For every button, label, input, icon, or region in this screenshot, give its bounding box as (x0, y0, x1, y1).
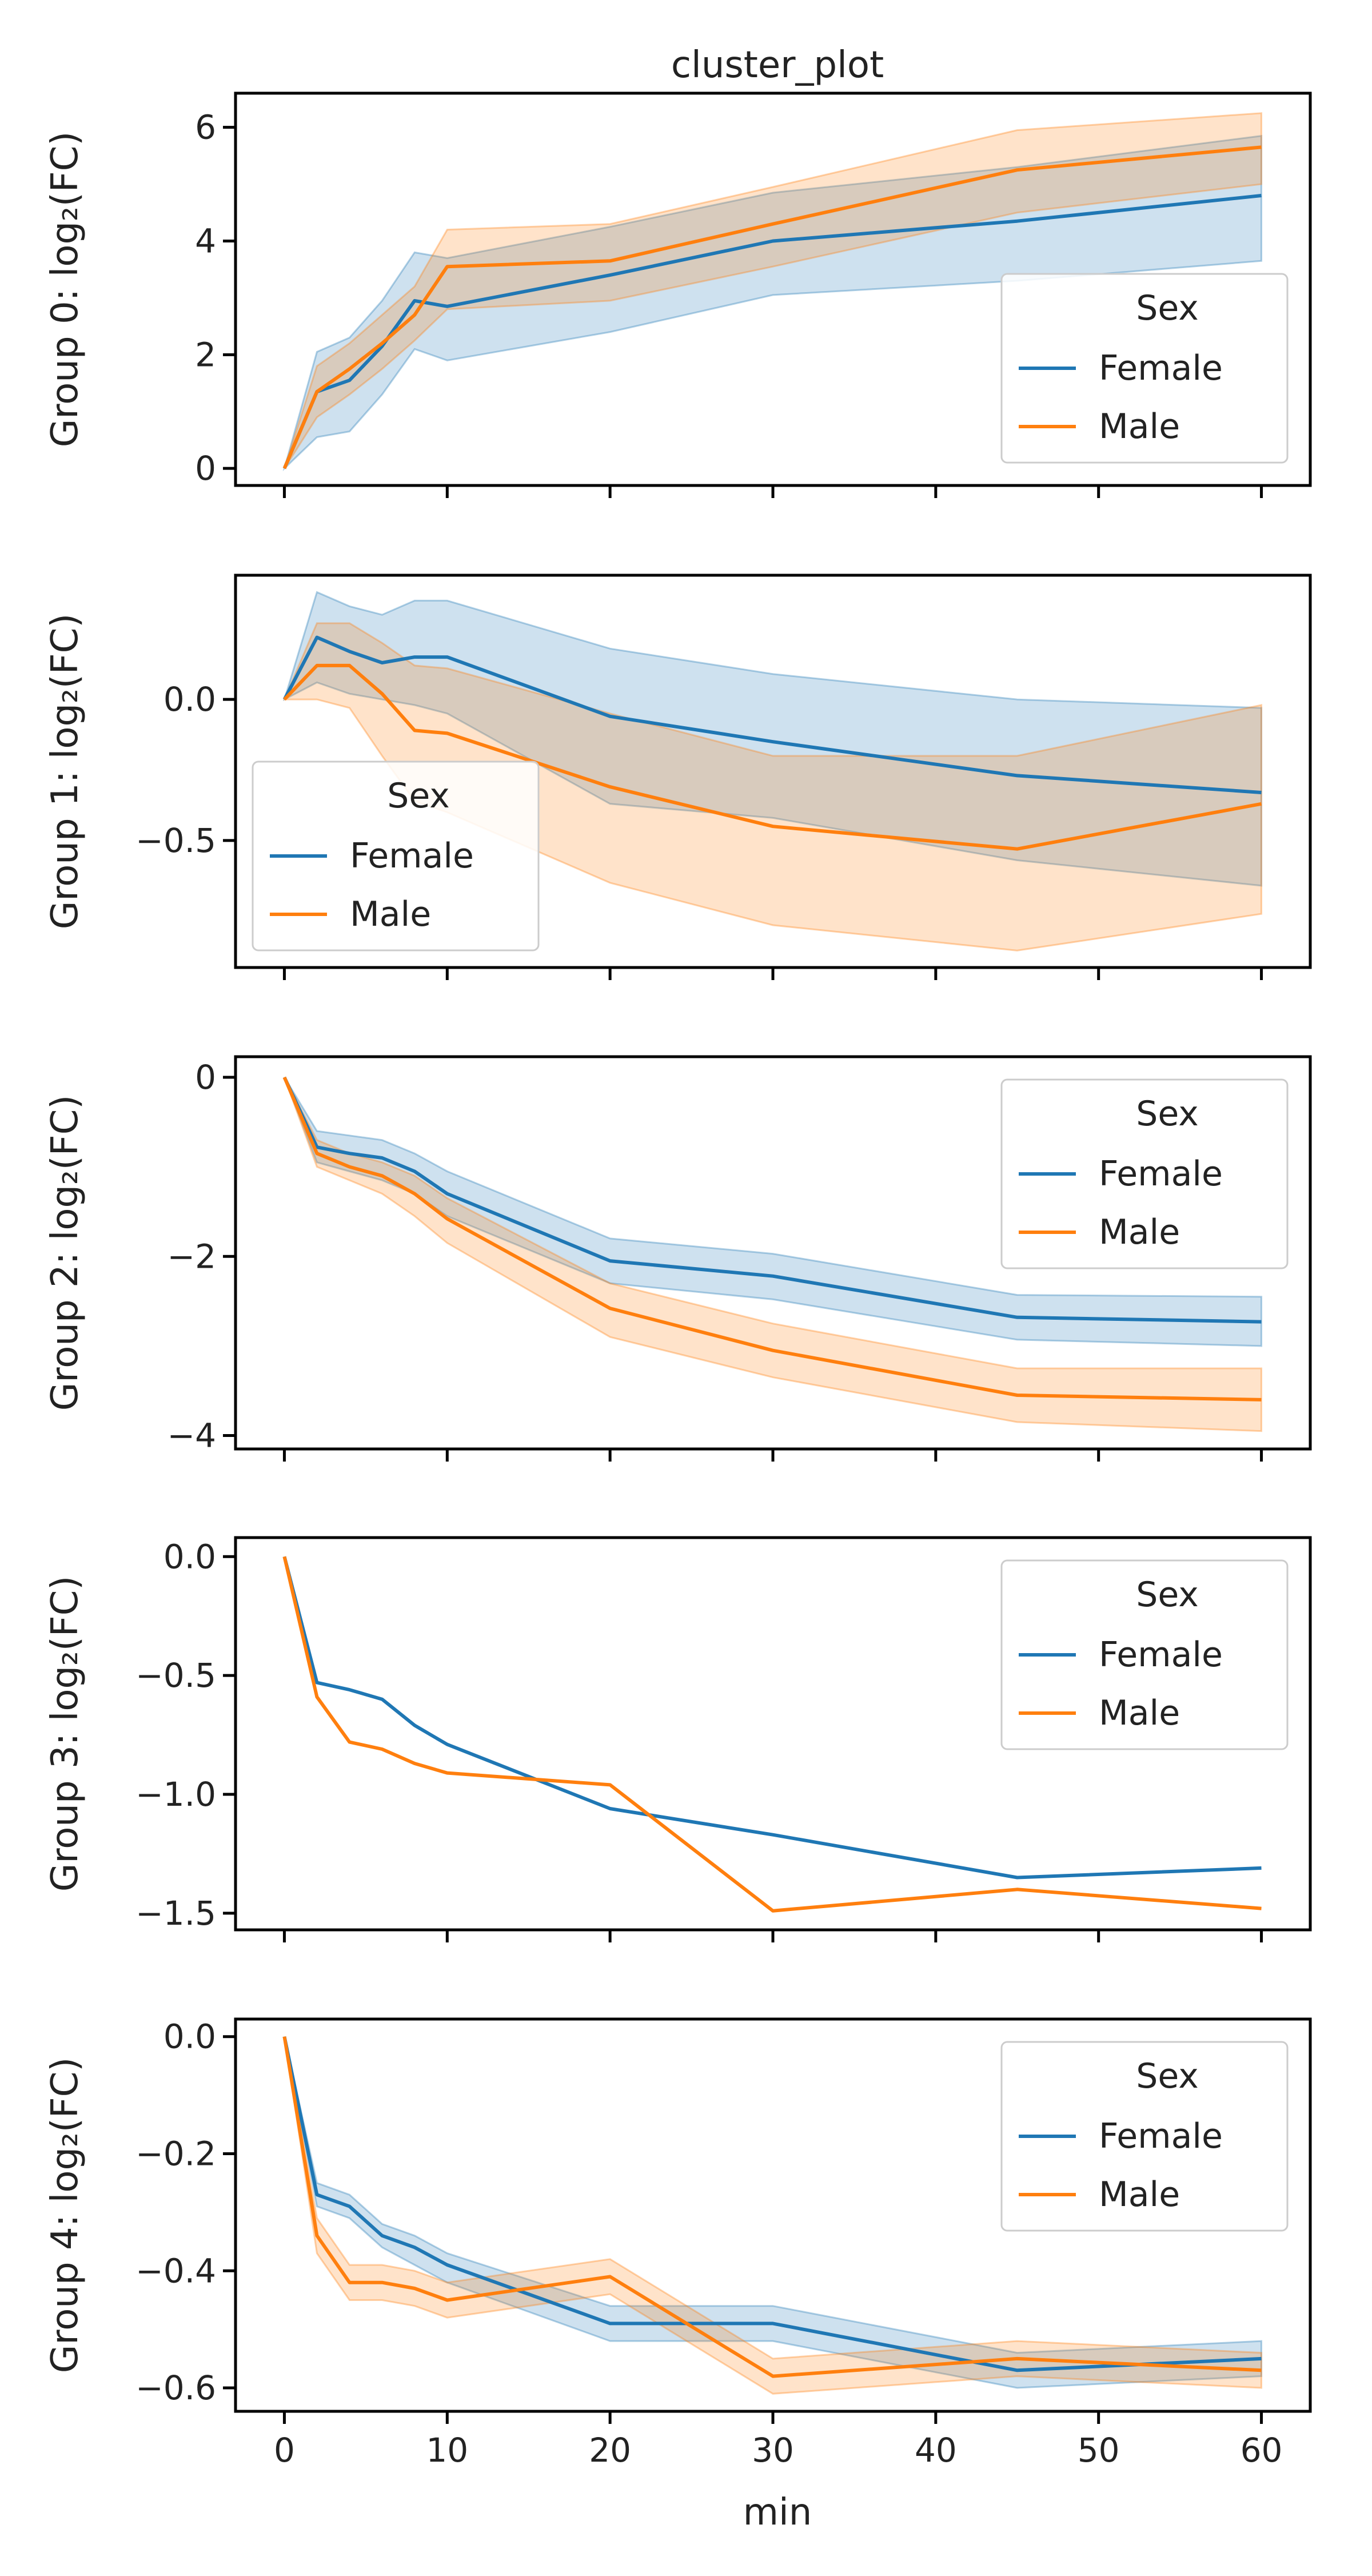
legend-title: Sex (1136, 1575, 1198, 1615)
legend-label-male: Male (1099, 407, 1180, 447)
y-tick-label: 4 (195, 221, 216, 260)
y-tick-label: −0.5 (135, 1656, 216, 1695)
legend-box (1000, 1559, 1289, 1750)
x-axis-label: min (743, 2491, 812, 2534)
panel-3-lines (282, 1556, 1262, 1913)
y-tick-label: −0.4 (135, 2251, 216, 2290)
legend: Sex Female Male (1000, 1078, 1289, 1269)
x-tick-label: 30 (752, 2431, 794, 2470)
panel-0-lines (282, 145, 1262, 469)
panel-4: 0.0 −0.2 −0.4 −0.6 0 10 20 30 40 50 60 Group 4: log… (44, 2017, 1312, 2470)
y-tick-label: −2 (167, 1237, 217, 1276)
legend-label-female: Female (1099, 2116, 1223, 2156)
legend-title: Sex (1136, 2056, 1198, 2096)
panel-1: 0.0 −0.5 Group 1: log₂(FC) Sex Female Male (44, 574, 1312, 980)
x-tick-label: 10 (426, 2431, 468, 2470)
series-line-female (282, 1076, 1262, 1324)
ci-band-female (282, 134, 1262, 472)
legend-label-female: Female (1099, 1635, 1223, 1675)
y-axis-label: Group 3: log₂(FC) (44, 1576, 86, 1892)
y-tick-label: 0 (195, 1058, 216, 1097)
y-tick-label: 6 (195, 108, 216, 147)
x-tick-label: 60 (1241, 2431, 1283, 2470)
y-tick-label: 0.0 (163, 680, 216, 719)
panel-1-bands (283, 591, 1262, 951)
legend: Sex Female Male (1000, 1559, 1289, 1750)
legend: Sex Female Male (1000, 273, 1289, 464)
legend-label-female: Female (350, 836, 474, 876)
legend-label-female: Female (1099, 348, 1223, 388)
panel-3: 0.0 −0.5 −1.0 −1.5 Group 3: log₂(FC) Sex Femal… (44, 1536, 1312, 1942)
legend-box (1000, 1078, 1289, 1269)
legend-label-male: Male (1099, 1693, 1180, 1733)
legend: Sex Female Male (252, 761, 540, 951)
y-tick-label: −0.2 (135, 2134, 216, 2173)
panel-2: 0 −2 −4 Group 2: log₂(FC) Sex Female Male (44, 1055, 1312, 1462)
series-line-male (283, 663, 1262, 851)
ci-band-female (284, 2036, 1262, 2389)
series-line-female (282, 194, 1262, 469)
y-tick-label: −1.5 (135, 1894, 216, 1933)
panel-2-lines (282, 1076, 1262, 1402)
panel-1-lines (282, 635, 1262, 851)
panel-4-lines (282, 2036, 1262, 2378)
panel-0: 0 2 4 6 Group 0: log₂(FC) Sex Female Male (44, 91, 1312, 498)
series-line-male (282, 1556, 1262, 1913)
y-axis-label: Group 1: log₂(FC) (44, 614, 86, 929)
series-line-female (282, 635, 1262, 794)
y-tick-label: 2 (195, 335, 216, 374)
series-line-female (282, 1556, 1262, 1880)
y-tick-label: −0.5 (135, 821, 216, 860)
legend-label-male: Male (350, 894, 431, 934)
x-tick-label: 0 (274, 2431, 295, 2470)
y-tick-label: 0 (195, 449, 216, 488)
y-axis-label: Group 0: log₂(FC) (44, 132, 86, 447)
series-line-male (282, 1076, 1262, 1402)
y-tick-label: −4 (167, 1416, 217, 1455)
x-tick-label: 50 (1078, 2431, 1120, 2470)
legend-box (1000, 2041, 1289, 2232)
legend: Sex Female Male (1000, 2041, 1289, 2232)
legend-label-male: Male (1099, 2175, 1180, 2215)
legend-title: Sex (387, 776, 449, 816)
series-line-male (282, 2036, 1262, 2378)
legend-title: Sex (1136, 1094, 1198, 1134)
y-tick-label: 0.0 (163, 2017, 216, 2056)
legend-box (1000, 273, 1289, 464)
legend-label-female: Female (1099, 1154, 1223, 1194)
y-axis-label: Group 4: log₂(FC) (44, 2057, 86, 2373)
x-tick-label: 20 (589, 2431, 631, 2470)
x-tick-label: 40 (915, 2431, 957, 2470)
series-line-female (282, 2036, 1262, 2372)
series-line-male (282, 145, 1262, 469)
chart-title: cluster_plot (671, 44, 884, 86)
y-tick-label: −1.0 (135, 1775, 216, 1814)
legend-title: Sex (1136, 288, 1198, 328)
y-axis-label: Group 2: log₂(FC) (44, 1095, 86, 1411)
legend-label-male: Male (1099, 1212, 1180, 1252)
y-tick-label: −0.6 (135, 2368, 216, 2407)
legend-box (252, 761, 540, 951)
y-tick-label: 0.0 (163, 1537, 216, 1576)
